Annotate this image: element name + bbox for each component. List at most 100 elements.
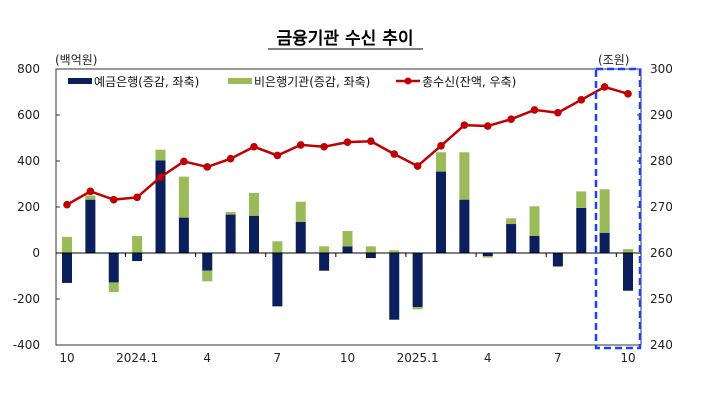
right-tick-label: 300 (650, 62, 673, 76)
x-tick-label: 7 (274, 351, 282, 365)
bar-nonbank (295, 201, 306, 222)
bar-nonbank (436, 152, 446, 172)
x-tick-label: 2025.1 (397, 351, 439, 365)
bar-nonbank (412, 307, 423, 310)
bar-nonbank (249, 192, 259, 216)
bar-deposit-banks (155, 160, 166, 253)
bar-nonbank (319, 246, 330, 253)
left-tick-label: 0 (32, 246, 40, 260)
bar-deposit-banks (436, 171, 446, 253)
line-point (577, 96, 586, 104)
legend-swatch-deposit-banks (68, 78, 92, 84)
bar-deposit-banks (342, 246, 353, 253)
right-axis-unit: (조원) (598, 53, 629, 67)
line-point (437, 142, 445, 150)
right-tick-label: 290 (650, 108, 673, 122)
bar-deposit-banks (85, 199, 96, 253)
bar-deposit-banks (623, 253, 633, 291)
line-point (180, 157, 188, 166)
line-point (600, 83, 609, 91)
bar-deposit-banks (62, 253, 72, 283)
line-point (296, 141, 305, 149)
x-tick-label: 10 (59, 351, 74, 365)
bar-nonbank (623, 249, 633, 253)
legend-label-deposit-banks: 예금은행(증감, 좌축) (94, 74, 199, 89)
x-tick-label: 4 (484, 351, 492, 365)
bar-nonbank (342, 230, 353, 247)
bar-nonbank (506, 218, 517, 225)
line-point (413, 162, 422, 170)
bar-deposit-banks (202, 253, 213, 271)
legend: 예금은행(증감, 좌축) 비은행기관(증감, 좌축) 총수신(잔액, 우축) (68, 74, 516, 89)
bar-nonbank (132, 235, 143, 253)
line-point (507, 115, 515, 123)
bar-nonbank (225, 212, 236, 215)
plot-area (55, 68, 642, 346)
bar-nonbank (552, 266, 563, 268)
x-tick-label: 2024.1 (116, 351, 158, 365)
left-tick-label: 600 (17, 108, 40, 122)
line-point (133, 193, 141, 202)
bar-nonbank (459, 152, 470, 200)
legend-label-total: 총수신(잔액, 우축) (422, 75, 516, 89)
bar-nonbank (272, 241, 283, 253)
bar-nonbank (599, 189, 610, 233)
left-tick-label: 200 (17, 200, 40, 214)
bar-deposit-banks (459, 199, 470, 253)
bar-nonbank (576, 191, 587, 208)
left-axis-unit: (백억원) (55, 53, 97, 67)
left-tick-label: 400 (17, 154, 40, 168)
bar-nonbank (155, 149, 166, 161)
bar-deposit-banks (482, 253, 493, 257)
bar-deposit-banks (412, 253, 423, 308)
legend-swatch-total-marker (404, 77, 412, 85)
line-point (460, 121, 469, 129)
line-point (156, 173, 165, 181)
bar-deposit-banks (249, 215, 259, 253)
left-tick-label: -400 (13, 338, 40, 352)
line-point (273, 151, 282, 160)
right-tick-label: 250 (650, 292, 673, 306)
bar-deposit-banks (529, 235, 540, 253)
line-point (226, 154, 235, 163)
line-point (343, 138, 352, 146)
line-point (250, 142, 258, 151)
right-tick-label: 270 (650, 200, 673, 214)
bar-nonbank (108, 282, 119, 293)
bar-nonbank (389, 250, 400, 253)
bar-deposit-banks (552, 253, 563, 267)
line-point (63, 200, 71, 209)
x-tick-label: 10 (340, 351, 355, 365)
bar-nonbank (178, 176, 189, 218)
bar-deposit-banks (319, 253, 330, 271)
legend-swatch-nonbank (228, 78, 252, 84)
bar-deposit-banks (365, 253, 376, 259)
line-point (390, 150, 399, 158)
right-tick-label: 280 (650, 154, 673, 168)
bar-nonbank (482, 256, 493, 258)
line-point (109, 195, 118, 204)
left-tick-label: 800 (17, 62, 40, 76)
bar-deposit-banks (295, 221, 306, 253)
line-point (367, 137, 375, 146)
bar-deposit-banks (272, 253, 283, 307)
line-point (86, 187, 95, 196)
bar-deposit-banks (599, 232, 610, 253)
bar-deposit-banks (108, 253, 119, 283)
bar-deposit-banks (178, 217, 189, 253)
line-point (203, 163, 212, 171)
right-tick-label: 260 (650, 246, 673, 260)
line-point (554, 108, 562, 117)
x-tick-label: 7 (554, 351, 562, 365)
line-point (530, 106, 539, 114)
legend-label-nonbank: 비은행기관(증감, 좌축) (254, 74, 370, 89)
line-point (624, 90, 632, 98)
bar-deposit-banks (132, 253, 143, 262)
bar-deposit-banks (389, 253, 400, 320)
highlight-box (594, 67, 642, 350)
bar-nonbank (62, 236, 72, 253)
bar-nonbank (529, 206, 540, 236)
left-tick-label: -200 (13, 292, 40, 306)
bar-nonbank (202, 270, 213, 282)
